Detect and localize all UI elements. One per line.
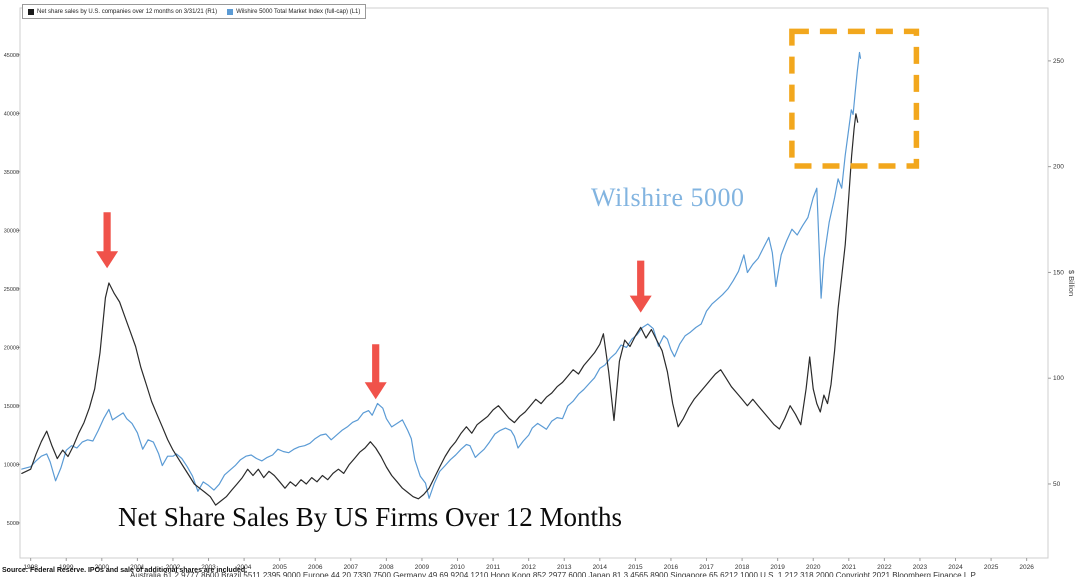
x-axis-tick-label: 2022 [877,564,892,571]
x-axis-tick-label: 2018 [735,564,750,571]
x-axis-tick-label: 2011 [486,564,500,571]
left-axis-tick-label: 15000 [4,404,19,410]
left-axis-tick-label: 25000 [4,287,19,293]
x-axis-tick-label: 2005 [272,564,287,571]
right-axis-tick-label: 250 [1053,58,1064,65]
x-axis-tick-label: 2012 [521,564,536,571]
left-axis-tick-label: 5000 [7,521,19,527]
x-axis-tick-label: 2019 [770,564,785,571]
x-axis-tick-label: 2025 [984,564,999,571]
plot-frame [19,7,1049,559]
red-down-arrow [629,260,652,313]
right-axis-tick-label: 150 [1053,269,1064,276]
x-axis-tick-label: 2013 [557,564,572,571]
wilshire-5000-annotation: Wilshire 5000 [591,183,745,212]
x-axis-tick-label: 2008 [379,564,394,571]
left-axis-tick-label: 20000 [4,345,19,351]
x-axis-tick-label: 1999 [59,564,74,571]
x-axis-tick-label: 2007 [344,564,359,571]
left-axis-tick-label: 35000 [4,170,19,176]
highlight-dashed-box [789,28,920,169]
legend-label-net-share-sales: Net share sales by U.S. companies over 1… [37,8,218,15]
x-axis-tick-label: 2017 [699,564,714,571]
legend-label-wilshire: Wilshire 5000 Total Market Index (full-c… [236,8,361,15]
copyright-footer-clipped: Australia 61 2 9777 8600 Brazil 5511 239… [130,571,978,577]
left-axis-tick-label: 30000 [4,228,19,234]
x-axis-tick-label: 2000 [95,564,110,571]
x-axis-tick-label: 2015 [628,564,643,571]
x-axis-tick-label: 1998 [23,564,38,571]
series-line-net_share_sales [21,113,859,506]
x-axis-tick-label: 2001 [130,564,145,571]
red-down-arrow [364,344,387,400]
legend-swatch-wilshire [227,8,234,15]
legend-swatch-net-share-sales [28,8,34,15]
right-axis-unit-label: $ Billion [1067,270,1076,296]
legend-item-net-share-sales[interactable]: Net share sales by U.S. companies over 1… [28,8,218,15]
right-axis-tick-label: 100 [1053,375,1064,382]
x-axis-tick-label: 2006 [308,564,323,571]
x-axis-tick-label: 2003 [201,564,216,571]
x-axis-tick-label: 2021 [842,564,857,571]
source-note: Source: Federal Reserve. IPOs and sale o… [2,567,248,574]
left-axis-tick-label: 45000 [4,53,19,59]
x-axis-tick-label: 2020 [806,564,821,571]
series-line-wilshire_5000 [21,51,862,499]
x-axis-tick-label: 2023 [913,564,928,571]
x-axis-tick-label: 2009 [415,564,430,571]
right-axis-tick-label: 50 [1053,481,1061,488]
legend-item-wilshire[interactable]: Wilshire 5000 Total Market Index (full-c… [227,8,361,15]
x-axis-tick-label: 2024 [948,564,963,571]
x-axis-tick-label: 2016 [664,564,679,571]
left-axis-tick-label: 40000 [4,111,19,117]
x-axis-tick-label: 2002 [166,564,181,571]
x-axis-tick-label: 2004 [237,564,252,571]
x-axis-tick-label: 2014 [593,564,608,571]
left-axis-tick-label: 10000 [4,462,19,468]
red-down-arrow [96,212,119,269]
x-axis-tick-label: 2010 [450,564,465,571]
x-axis-tick-label: 2026 [1019,564,1034,571]
chart-title-annotation: Net Share Sales By US Firms Over 12 Mont… [118,502,622,532]
right-axis-tick-label: 200 [1053,164,1064,171]
chart-legend: Net share sales by U.S. companies over 1… [22,4,367,19]
